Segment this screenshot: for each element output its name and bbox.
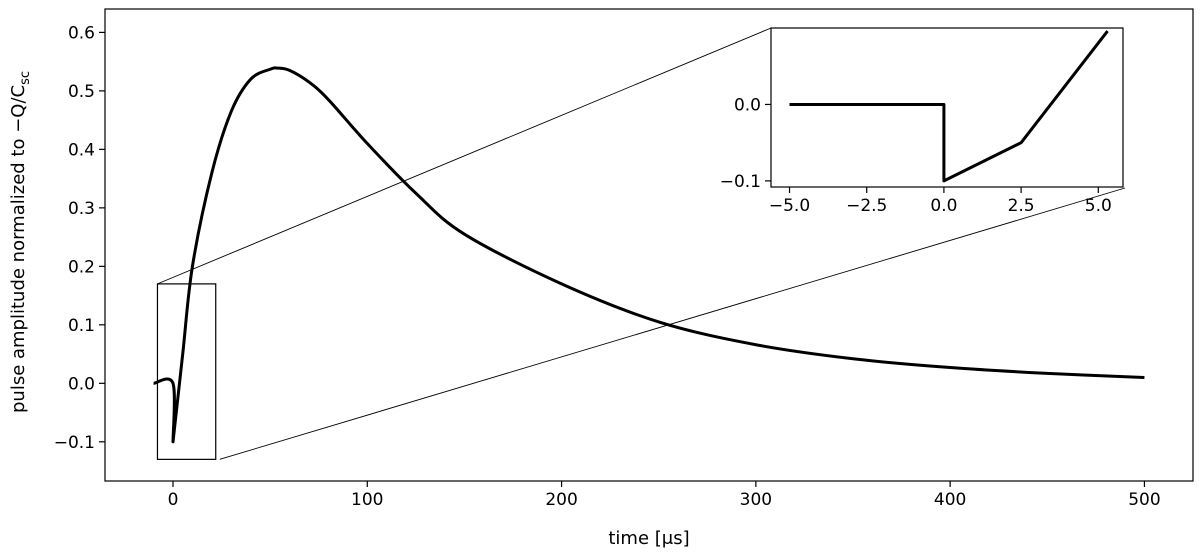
inset-y-axis: −0.1 0.0 [720,95,771,192]
main-y-axis: −0.1 0.0 0.1 0.2 0.3 0.4 0.5 0.6 [54,23,105,453]
main-y-tick-label: 0.0 [68,374,95,394]
main-plot: 0 100 200 300 400 500 −0.1 0.0 0.1 0.2 0.3 0.4 0.5 0… [54,8,1194,510]
main-y-tick-label: 0.6 [68,23,95,43]
main-y-tick-label: 0.2 [68,257,95,277]
zoom-region-box [156,283,217,460]
inset-y-tick-label: −0.1 [720,172,761,192]
inset-x-axis: −5.0 −2.5 0.0 2.5 5.0 [769,187,1112,216]
main-x-tick-label: 400 [934,490,966,510]
main-y-tick-label: 0.4 [68,140,95,160]
main-y-tick-label: 0.1 [68,316,95,336]
y-axis-label: pulse amplitude normalized to −Q/Csc [8,71,33,413]
inset-plot: −5.0 −2.5 0.0 2.5 5.0 −0.1 0.0 [720,27,1124,216]
main-y-tick-label: 0.5 [68,82,95,102]
inset-pulse-curve [789,30,1109,183]
x-axis-label: time [μs] [608,528,689,549]
pulse-curve [153,66,1145,444]
inset-x-tick-label: 2.5 [1008,196,1035,216]
main-x-tick-label: 100 [351,490,383,510]
main-x-tick-label: 200 [545,490,577,510]
main-y-tick-label: 0.3 [68,199,95,219]
inset-x-tick-label: −2.5 [846,196,887,216]
zoom-connector-bottom [219,187,1126,460]
main-x-tick-label: 0 [168,490,179,510]
inset-y-tick-label: 0.0 [734,95,761,115]
y-axis-label-main: pulse amplitude normalized to −Q/C [8,85,29,413]
inset-background [771,28,1123,187]
inset-plot-frame [770,27,1124,188]
inset-x-tick-label: −5.0 [769,196,810,216]
main-y-tick-label: −0.1 [54,433,95,453]
y-axis-label-subscript: sc [18,71,33,85]
inset-x-tick-label: 0.0 [930,196,957,216]
inset-x-tick-label: 5.0 [1085,196,1112,216]
main-x-tick-label: 500 [1128,490,1160,510]
zoom-connector-top [157,27,772,285]
main-plot-frame [104,8,1194,482]
main-x-tick-label: 300 [740,490,772,510]
main-x-axis: 0 100 200 300 400 500 [168,481,1161,510]
